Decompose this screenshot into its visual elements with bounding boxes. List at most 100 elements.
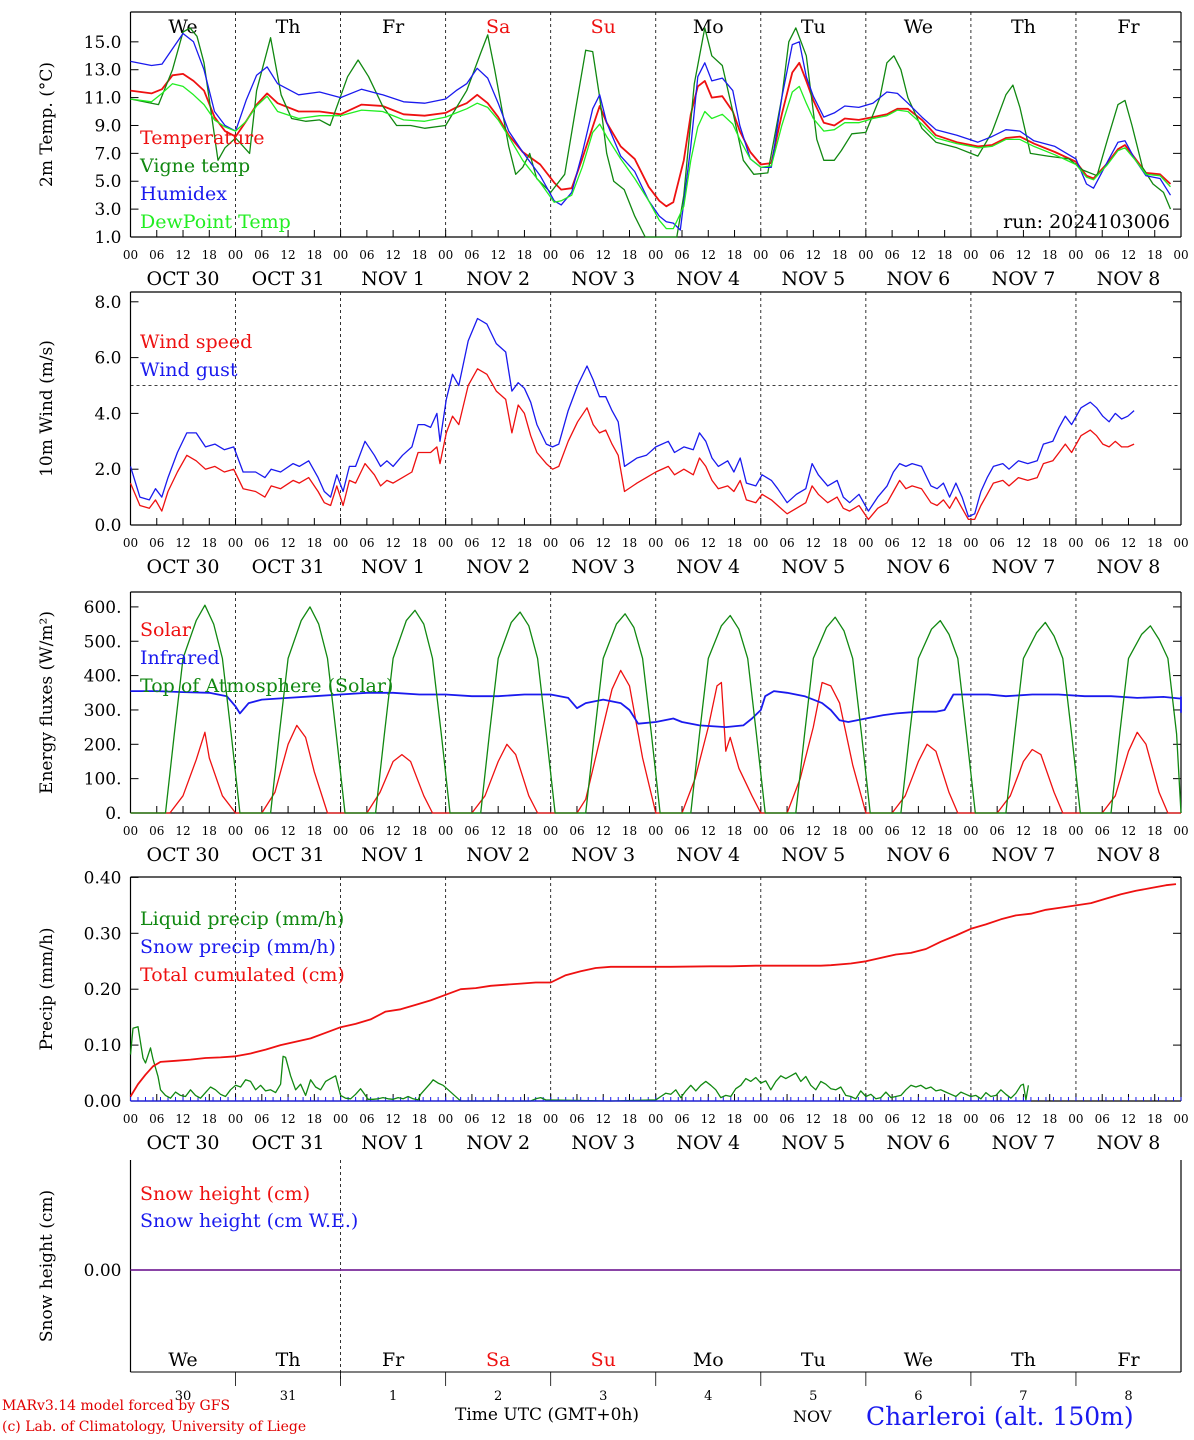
hour-tick-label: 18 [937,248,952,262]
y-tick-label: 7.0 [94,144,121,164]
hour-tick-label: 12 [701,1112,716,1126]
date-label: NOV 4 [676,1132,740,1154]
date-label: NOV 4 [676,268,740,290]
hour-tick-label: 12 [911,248,926,262]
y-tick-label: 4.0 [94,404,121,424]
date-label: NOV 5 [781,844,845,866]
hour-tick-label: 00 [1068,536,1083,550]
hour-tick-label: 06 [464,536,479,550]
legend-entry: Top of Atmosphere (Solar) [140,675,393,697]
hour-tick-label: 06 [674,824,689,838]
date-label: OCT 30 [147,556,220,578]
hour-tick-label: 12 [1016,248,1031,262]
date-label: OCT 31 [252,268,325,290]
hour-tick-label: 06 [464,1112,479,1126]
date-label: OCT 30 [147,1132,220,1154]
hour-tick-label: 00 [963,824,978,838]
date-label: NOV 2 [466,844,530,866]
hour-tick-label: 00 [753,248,768,262]
hour-tick-label: 18 [202,248,217,262]
day-number-label: 2 [494,1389,502,1404]
precip-panel: 0.00 0.10 0.20 0.30 0.40 Precip (mm/h) 00 06 12 1… [37,868,1189,1154]
legend-entry: Snow precip (mm/h) [140,936,336,958]
legend-entry: Solar [140,619,192,641]
y-tick-label: 15.0 [84,33,122,53]
series-line-temperature [130,61,1172,208]
hour-tick-label: 06 [779,1112,794,1126]
hour-tick-label: 00 [648,536,663,550]
weekday-label: Mo [693,1349,724,1371]
hour-tick-label: 06 [674,1112,689,1126]
hour-tick-label: 18 [412,1112,427,1126]
hour-tick-label: 00 [438,1112,453,1126]
hour-tick-label: 00 [438,536,453,550]
y-tick-label: 0.20 [84,980,122,1000]
hour-tick-label: 12 [1016,1112,1031,1126]
date-label: NOV 6 [887,1132,951,1154]
hour-tick-label: 18 [1042,248,1057,262]
hour-tick-label: 18 [412,536,427,550]
y-axis-label: Snow height (cm) [37,1190,57,1342]
hour-tick-label: 00 [543,824,558,838]
hour-tick-label: 18 [517,536,532,550]
date-label: NOV 8 [1097,556,1161,578]
y-tick-label: 300. [84,701,122,721]
date-label: OCT 31 [252,844,325,866]
weekday-label: We [904,1349,933,1371]
date-label: NOV 2 [466,268,530,290]
y-tick-label: 600. [84,598,122,618]
hour-tick-label: 06 [674,248,689,262]
weekday-label: Mo [693,16,724,38]
hour-tick-label: 18 [307,248,322,262]
hour-tick-label: 18 [727,536,742,550]
hour-tick-label: 18 [832,1112,847,1126]
hour-tick-label: 18 [202,1112,217,1126]
hour-tick-label: 12 [280,1112,295,1126]
date-label: NOV 3 [571,556,635,578]
hour-tick-label: 18 [202,824,217,838]
hour-tick-label: 18 [832,824,847,838]
hour-tick-label: 18 [1042,1112,1057,1126]
y-tick-label: 0.00 [84,1092,122,1112]
legend-entry: Liquid precip (mm/h) [140,908,344,930]
weekday-label: Tu [801,1349,826,1371]
hour-tick-label: 00 [1173,248,1188,262]
day-number-label: 6 [914,1389,922,1404]
hour-tick-label: 18 [727,248,742,262]
wind-panel: 0.0 2.0 4.0 6.0 8.0 10m Wind (m/s) 00 06 12 18 OCT… [37,291,1189,578]
lab-credit: (c) Lab. of Climatology, University of L… [2,1419,307,1435]
hour-tick-label: 12 [806,536,821,550]
hour-tick-label: 00 [963,536,978,550]
hour-tick-label: 06 [569,536,584,550]
y-tick-label: 0.10 [84,1036,122,1056]
series-line-top-of-atmosphere-solar [130,604,1182,814]
date-label: NOV 7 [992,268,1056,290]
hour-tick-label: 06 [359,824,374,838]
legend-entry: Infrared [140,647,220,669]
hour-tick-label: 06 [779,536,794,550]
y-tick-label: 500. [84,632,122,652]
hour-tick-label: 06 [674,536,689,550]
y-tick-label: 13.0 [84,61,122,81]
hour-tick-label: 00 [123,248,138,262]
day-number-label: 31 [280,1389,297,1404]
weekday-label: Tu [801,16,826,38]
hour-tick-label: 06 [149,248,164,262]
legend-entry: Total cumulated (cm) [140,964,345,986]
hour-tick-label: 18 [517,248,532,262]
hour-tick-label: 12 [596,536,611,550]
hour-tick-label: 18 [727,1112,742,1126]
hour-tick-label: 00 [753,824,768,838]
hour-tick-label: 00 [438,248,453,262]
hour-tick-label: 06 [254,824,269,838]
hour-tick-label: 00 [123,1112,138,1126]
hour-tick-label: 00 [1068,1112,1083,1126]
series-line-infrared [130,690,1182,728]
series-line-dewpoint-temp [130,83,1171,230]
hour-tick-label: 06 [569,248,584,262]
weekday-label: Sa [486,16,510,38]
hour-tick-label: 12 [491,824,506,838]
hour-tick-label: 00 [963,1112,978,1126]
hour-tick-label: 18 [832,248,847,262]
hour-tick-label: 06 [990,824,1005,838]
